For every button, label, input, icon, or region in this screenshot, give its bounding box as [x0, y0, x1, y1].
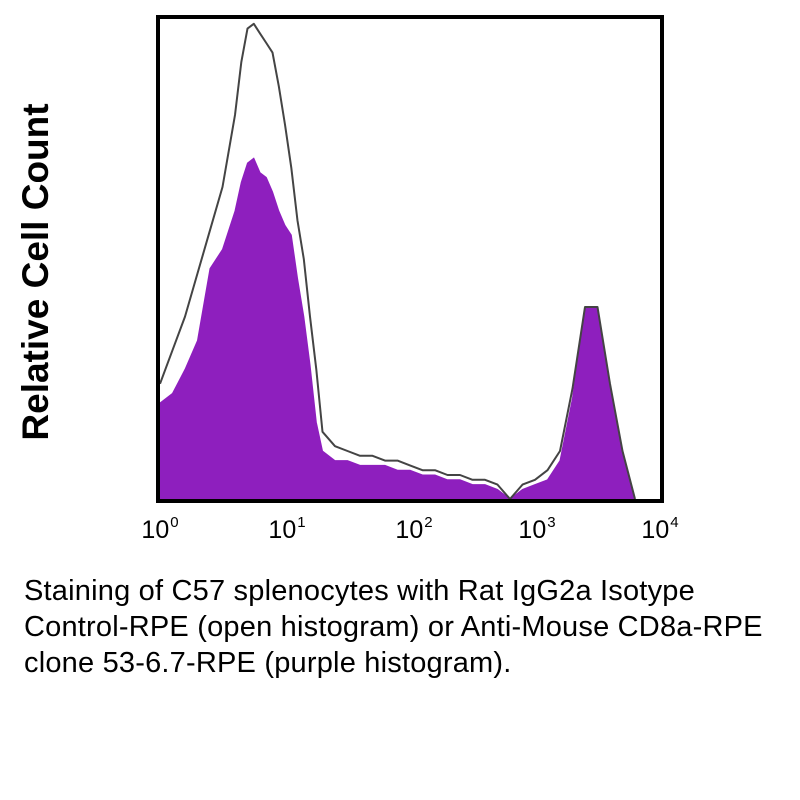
x-tick-label-1: 101	[268, 514, 306, 544]
histogram-purple-area	[159, 157, 636, 500]
x-tick-label-3: 103	[518, 514, 556, 544]
x-tick-label-0: 100	[141, 514, 179, 544]
plot-frame	[156, 15, 664, 503]
y-axis-label: Relative Cell Count	[15, 103, 56, 441]
x-tick-label-2: 102	[395, 514, 433, 544]
histogram-open-line	[159, 22, 636, 500]
figure-caption: Staining of C57 splenocytes with Rat IgG…	[24, 575, 763, 679]
x-tick-label-4: 104	[641, 514, 679, 544]
